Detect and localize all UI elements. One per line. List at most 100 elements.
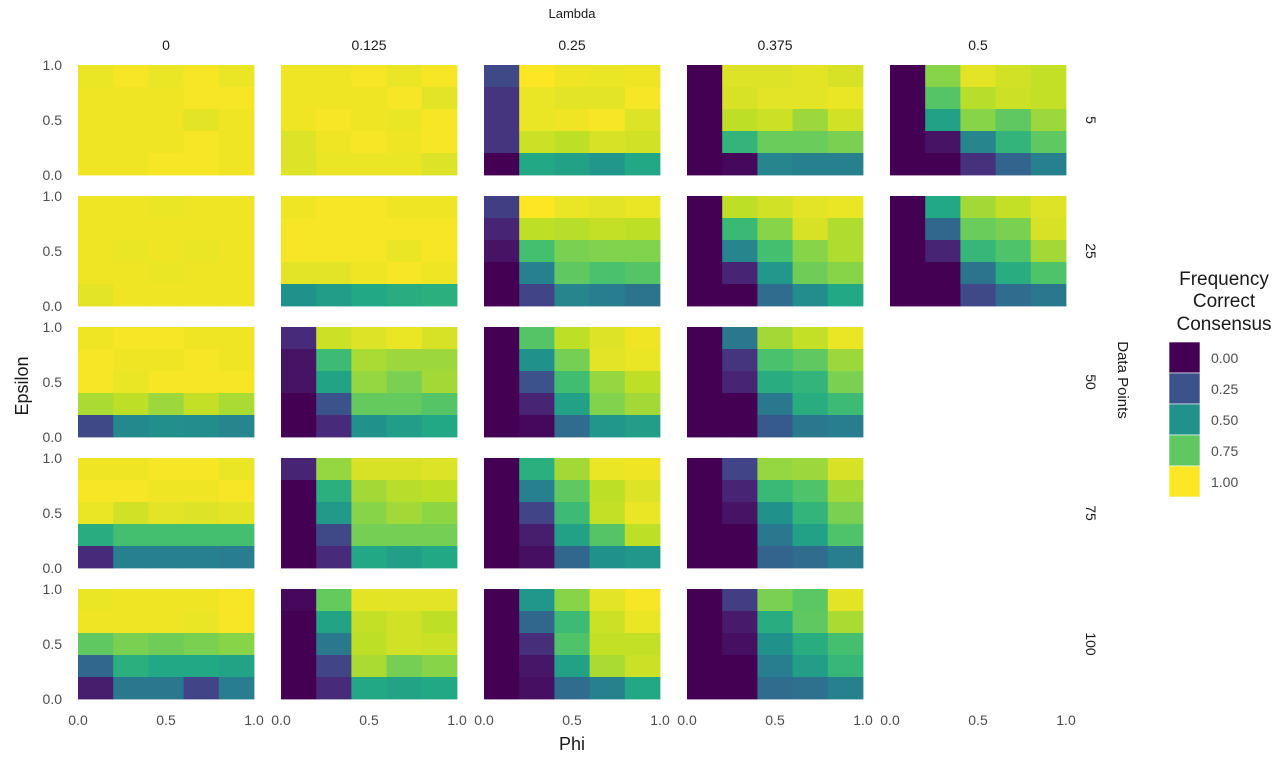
heat-cell (624, 415, 661, 438)
heat-cell (722, 524, 758, 547)
heat-cell (351, 109, 387, 132)
heat-cell (757, 131, 793, 154)
heat-cell (757, 153, 793, 176)
legend-key-label: 0.50 (1211, 412, 1238, 428)
heat-cell (183, 349, 220, 372)
heat-cell (722, 502, 758, 525)
heat-cell (281, 502, 317, 525)
heat-cell (113, 655, 149, 678)
heat-cell (183, 633, 220, 656)
heat-cell (484, 218, 520, 241)
heat-cell (148, 65, 184, 88)
heat-cell (519, 196, 555, 219)
heat-cell (722, 655, 758, 678)
heat-cell (827, 589, 864, 612)
heat-cell (960, 153, 996, 176)
heat-cell (484, 284, 520, 307)
heat-cell (148, 480, 184, 503)
heat-cell (792, 240, 829, 263)
heat-cell (589, 131, 626, 154)
heat-cell (281, 415, 317, 438)
heat-cell (148, 633, 184, 656)
heat-cell (1030, 109, 1067, 132)
heat-cell (218, 87, 255, 110)
heat-cell (792, 655, 829, 678)
heat-cell (589, 240, 626, 263)
heat-cell (960, 284, 996, 307)
heat-cell (589, 677, 626, 700)
heat-cell (827, 131, 864, 154)
x-tick-label: 0.5 (968, 712, 988, 728)
heat-cell (113, 109, 149, 132)
heat-cell (722, 589, 758, 612)
heat-cell (281, 393, 317, 416)
heat-cell (351, 196, 387, 219)
legend-key-swatch (1168, 403, 1201, 436)
heat-cell (757, 349, 793, 372)
heat-cell (148, 109, 184, 132)
heat-cell (827, 633, 864, 656)
heat-cell (386, 240, 423, 263)
heat-cell (687, 196, 723, 219)
heat-cell (351, 502, 387, 525)
heat-cell (484, 65, 520, 88)
heat-cell (519, 284, 555, 307)
heat-cell (421, 240, 458, 263)
heat-cell (113, 480, 149, 503)
heat-cell (1030, 87, 1067, 110)
heat-cell (589, 87, 626, 110)
heat-cell (624, 284, 661, 307)
heat-cell (624, 218, 661, 241)
heat-cell (624, 502, 661, 525)
heat-cell (554, 589, 590, 612)
heat-cell (589, 153, 626, 176)
heat-cell (589, 393, 626, 416)
heat-cell (792, 153, 829, 176)
heat-cell (757, 327, 793, 350)
heat-cell (519, 655, 555, 678)
heat-cell (890, 196, 926, 219)
heat-cell (78, 546, 114, 569)
heat-cell (519, 502, 555, 525)
heat-cell (183, 502, 220, 525)
heat-cell (827, 611, 864, 634)
heat-cell (519, 218, 555, 241)
heat-cell (316, 153, 352, 176)
heat-cell (218, 589, 255, 612)
heat-cell (519, 327, 555, 350)
heat-cell (519, 611, 555, 634)
legend-key-swatch (1168, 434, 1201, 467)
y-tick-label: 1.0 (43, 581, 63, 597)
heat-cell (386, 458, 423, 481)
heat-cell (183, 546, 220, 569)
heat-cell (827, 349, 864, 372)
heat-cell (624, 480, 661, 503)
heat-cell (925, 87, 961, 110)
heat-cell (386, 677, 423, 700)
heat-cell (624, 109, 661, 132)
heat-cell (148, 458, 184, 481)
heat-cell (183, 131, 220, 154)
heat-cell (148, 415, 184, 438)
y-tick-label: 0.5 (43, 505, 63, 521)
heat-cell (792, 349, 829, 372)
heat-cell (78, 633, 114, 656)
heat-cell (827, 393, 864, 416)
heat-cell (589, 196, 626, 219)
heat-cell (148, 393, 184, 416)
heat-cell (484, 87, 520, 110)
heat-cell (792, 611, 829, 634)
heat-cell (113, 131, 149, 154)
heat-cell (351, 349, 387, 372)
heat-cell (589, 218, 626, 241)
heat-cell (218, 480, 255, 503)
heat-cell (183, 65, 220, 88)
heat-cell (554, 633, 590, 656)
heat-cell (1030, 196, 1067, 219)
heat-cell (113, 153, 149, 176)
heat-cell (183, 196, 220, 219)
heat-cell (218, 546, 255, 569)
heat-cell (554, 655, 590, 678)
heat-cell (78, 196, 114, 219)
heat-cell (148, 240, 184, 263)
